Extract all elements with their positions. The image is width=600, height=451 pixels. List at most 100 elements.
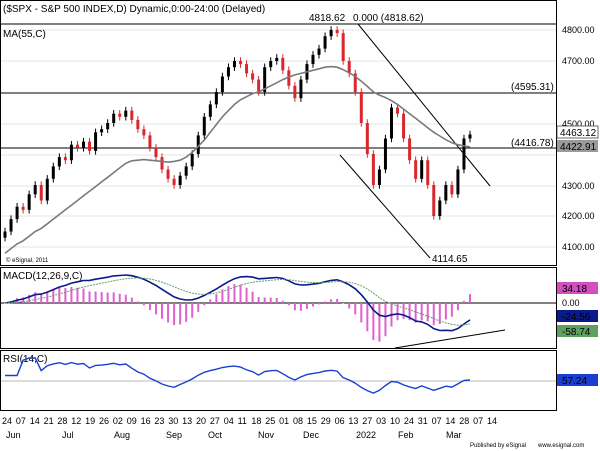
- candle-body: [353, 73, 357, 92]
- macd-hist-bar: [22, 297, 25, 303]
- price-tick-label: 4100.00: [562, 242, 595, 252]
- date-month-label: Sep: [166, 430, 182, 440]
- candle-body: [63, 157, 67, 161]
- candle-body: [75, 144, 79, 148]
- macd-hist-bar: [185, 303, 188, 322]
- candle-body: [82, 141, 86, 148]
- candle-body: [202, 116, 206, 136]
- candle-body: [396, 107, 400, 114]
- macd-hist-bar: [324, 301, 327, 303]
- macd-line-value: -24.56: [562, 312, 591, 323]
- macd-hist-bar: [311, 303, 314, 307]
- candle-body: [226, 67, 230, 77]
- price-tick-label: 4800.00: [562, 25, 595, 35]
- date-day-label: 14: [445, 416, 455, 426]
- date-month-label: 2022: [356, 430, 376, 440]
- macd-legend: MACD(12,26,9,C): [3, 271, 82, 282]
- macd-hist-bar: [167, 303, 170, 323]
- macd-hist-bar: [64, 288, 67, 303]
- candle-body: [402, 113, 406, 139]
- date-day-label: 14: [30, 416, 40, 426]
- candle-body: [220, 76, 224, 92]
- price-tick-label: 4300.00: [562, 181, 595, 191]
- candle-body: [160, 157, 164, 170]
- candle-body: [124, 110, 128, 117]
- macd-hist-bar: [269, 297, 272, 303]
- macd-trendline: [394, 329, 506, 349]
- date-month-label: Jun: [6, 430, 21, 440]
- candle-body: [257, 79, 261, 92]
- candle-body: [184, 166, 188, 176]
- macd-hist-bar: [161, 303, 164, 319]
- macd-hist-bar: [366, 303, 369, 332]
- date-day-label: 01: [279, 416, 289, 426]
- date-month-label: Aug: [114, 430, 130, 440]
- date-day-label: 27: [210, 416, 220, 426]
- date-day-label: 15: [307, 416, 317, 426]
- date-day-label: 28: [57, 416, 67, 426]
- date-day-label: 16: [141, 416, 151, 426]
- macd-hist-bar: [438, 303, 441, 324]
- macd-hist-value: 34.18: [562, 284, 587, 295]
- macd-hist-bar: [154, 303, 157, 315]
- level-label-4416: (4416.78): [511, 138, 554, 149]
- macd-hist-bar: [348, 303, 351, 309]
- macd-hist-bar: [142, 303, 145, 306]
- date-day-label: 07: [432, 416, 442, 426]
- candle-body: [232, 61, 236, 68]
- macd-hist-bar: [469, 294, 471, 303]
- candle-body: [100, 129, 104, 133]
- candle-body: [208, 104, 212, 117]
- macd-signal-badge: [557, 325, 598, 337]
- date-day-label: 31: [418, 416, 428, 426]
- candle-body: [311, 54, 315, 65]
- date-month-label: Nov: [258, 430, 275, 440]
- macd-line-badge: [557, 310, 598, 322]
- macd-hist-bar: [245, 287, 248, 303]
- watermark: © eSignal, 2011: [6, 257, 49, 264]
- date-day-label: 02: [113, 416, 123, 426]
- macd-hist-bar: [432, 303, 435, 326]
- candle-body: [112, 113, 116, 123]
- macd-hist-bar: [293, 303, 296, 311]
- candle-body: [359, 92, 363, 123]
- price-ma-badge: [557, 140, 598, 152]
- candle-body: [408, 138, 412, 161]
- candle-body: [130, 110, 134, 120]
- date-day-label: 29: [321, 416, 331, 426]
- macd-hist-bar: [305, 303, 308, 309]
- macd-hist-bar: [330, 299, 333, 303]
- macd-hist-bar: [34, 292, 37, 303]
- date-day-label: 30: [168, 416, 178, 426]
- date-day-label: 27: [362, 416, 372, 426]
- candle-body: [106, 123, 110, 130]
- date-day-label: 08: [293, 416, 303, 426]
- candle-body: [420, 160, 424, 179]
- candle-body: [432, 185, 436, 216]
- date-day-label: 06: [335, 416, 345, 426]
- candle-body: [148, 135, 152, 148]
- candle-body: [190, 154, 194, 167]
- macd-hist-bar: [384, 303, 387, 337]
- date-day-label: 04: [224, 416, 234, 426]
- date-day-label: 24: [2, 416, 12, 426]
- macd-hist-bar: [124, 294, 127, 303]
- candle-body: [462, 138, 466, 170]
- macd-hist-bar: [444, 303, 447, 320]
- macd-hist-bar: [215, 294, 218, 303]
- candle-body: [196, 135, 200, 154]
- candle-body: [383, 138, 387, 170]
- macd-hist-bar: [58, 287, 61, 303]
- date-day-label: 19: [85, 416, 95, 426]
- macd-hist-bar: [94, 291, 97, 303]
- macd-hist-bar: [263, 297, 266, 303]
- candle-body: [263, 67, 267, 92]
- high-annotation: 4818.62: [309, 13, 346, 24]
- price-axis: 4100.00 4200.00 4300.00 4500.00 4700.00 …: [562, 25, 595, 252]
- candle-body: [317, 48, 321, 55]
- candle-body: [136, 119, 140, 130]
- candle-body: [94, 132, 98, 151]
- macd-hist-bar: [4, 303, 6, 304]
